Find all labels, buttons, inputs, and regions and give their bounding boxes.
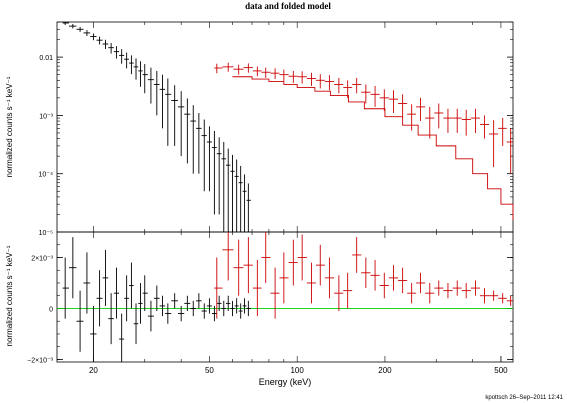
top-ylabel: normalized counts s⁻¹ keV⁻¹ (5, 76, 14, 177)
top-frame (56, 21, 514, 233)
top-ytick-label: 10⁻³ (39, 113, 53, 120)
bottom-series (57, 232, 514, 362)
bottom-xticks: 20 50 100 200 500 (89, 232, 508, 375)
top-ytick-label: 10⁻⁵ (39, 230, 53, 237)
top-ytick-label: 0.01 (39, 55, 53, 62)
top-series (62, 22, 514, 232)
x-tick-label: 500 (494, 366, 508, 375)
bottom-ytick-label: −2×10⁻³ (27, 357, 54, 364)
bottom-ytick-label: 0 (49, 306, 53, 313)
x-tick-label: 50 (205, 366, 214, 375)
x-tick-label: 100 (290, 366, 304, 375)
bottom-ylabel: normalized counts s⁻¹ keV⁻¹ (5, 245, 14, 346)
bottom-frame (56, 231, 514, 363)
top-yticks: 0.01 10⁻³ 10⁻⁴ 10⁻⁵ (39, 21, 513, 237)
top-panel: 0.01 10⁻³ 10⁻⁴ 10⁻⁵ normalized counts s⁻¹ k… (5, 21, 514, 237)
top-red-model-step (232, 76, 514, 221)
bottom-panel: 2×10⁻³ 0 −2×10⁻³ 20 50 100 200 500 normalized … (5, 231, 514, 387)
x-tick-label: 200 (378, 366, 392, 375)
chart-title: data and folded model (245, 1, 331, 11)
x-axis-label: Energy (keV) (259, 377, 312, 387)
top-ytick-label: 10⁻⁴ (39, 172, 54, 179)
footer-timestamp: kpottsch 26–Sep–2011 12:41 (485, 395, 563, 401)
x-tick-label: 20 (89, 366, 98, 375)
top-xticks (93, 22, 502, 232)
bottom-ytick-label: 2×10⁻³ (31, 255, 53, 262)
